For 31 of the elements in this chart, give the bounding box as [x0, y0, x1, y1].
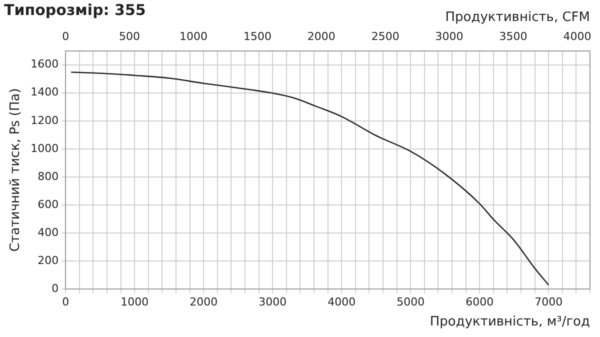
x2-axis-title: Продуктивність, CFM — [445, 10, 590, 26]
chart-title: Типорозмір: 355 — [4, 0, 146, 19]
x2-tick-label: 1500 — [243, 30, 272, 44]
y-tick-label: 0 — [52, 282, 59, 296]
x-tick-label: 6000 — [466, 296, 494, 309]
y-tick-label: 600 — [38, 198, 59, 211]
x-tick-label: 0 — [62, 296, 70, 309]
y-tick-label: 400 — [38, 226, 59, 239]
x2-tick-label: 2000 — [307, 30, 336, 44]
x-tick-label: 4000 — [328, 296, 356, 309]
x-tick-label: 5000 — [396, 296, 425, 309]
x-tick-label: 3000 — [258, 296, 287, 309]
x-tick-label: 2000 — [190, 296, 218, 309]
x2-tick-label: 0 — [62, 30, 70, 44]
x2-tick-label: 3500 — [499, 30, 528, 44]
x2-tick-label: 2500 — [371, 30, 400, 44]
y-tick-label: 800 — [38, 170, 59, 183]
y-tick-label: 1000 — [30, 142, 59, 155]
y-tick-label: 1200 — [30, 114, 59, 127]
x2-tick-label: 1000 — [180, 30, 208, 44]
x2-tick-label: 4000 — [563, 30, 592, 44]
y-tick-label: 1400 — [30, 86, 59, 99]
x2-tick-label: 3000 — [435, 30, 464, 44]
line-series — [70, 71, 550, 286]
x-tick-label: 1000 — [120, 296, 149, 309]
y-tick-label: 1600 — [30, 58, 59, 71]
y-axis-title: Статичний тиск, Ps (Па) — [8, 88, 24, 252]
x-axis-title: Продуктивність, м³/год — [430, 314, 590, 330]
x-tick-label: 7000 — [534, 296, 563, 309]
x2-tick-label: 500 — [119, 30, 140, 44]
y-tick-label: 200 — [38, 254, 59, 268]
